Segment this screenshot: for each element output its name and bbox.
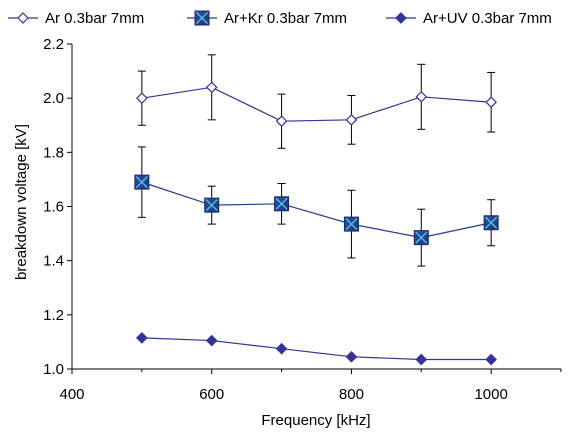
legend-marker	[395, 12, 407, 24]
data-point	[483, 215, 499, 231]
cross-stroke	[485, 216, 498, 229]
legend: Ar 0.3bar 7mm Ar+Kr 0.3bar 7mm Ar+UV 0.3ba…	[8, 10, 552, 27]
series-line	[141, 86, 492, 122]
markers	[134, 81, 499, 366]
legend-marker	[17, 12, 29, 24]
data-point	[415, 353, 428, 366]
y-tick-label: 1.4	[43, 253, 64, 270]
data-point	[485, 353, 497, 366]
data-point	[275, 342, 288, 355]
cross-stroke	[196, 12, 208, 24]
error-bars	[137, 54, 496, 267]
y-tick-label: 1.0	[43, 361, 64, 378]
data-point	[205, 81, 218, 94]
data-point	[415, 90, 428, 103]
legend-item: Ar+Kr 0.3bar 7mm	[187, 10, 347, 27]
y-tick-label: 2.0	[43, 90, 64, 107]
y-axis-label: breakdown voltage [kV]	[13, 124, 30, 280]
data-point	[413, 230, 429, 246]
cross-stroke	[275, 197, 288, 210]
axes: 1.0 1.2 1.4 1.6 1.8 2.0 2.2 400 600 800 1000	[43, 36, 562, 403]
x-tick-label: 800	[339, 386, 364, 403]
y-tick-label: 1.6	[43, 199, 64, 216]
legend-item: Ar+UV 0.3bar 7mm	[386, 10, 552, 27]
y-tick-label: 2.2	[43, 36, 64, 53]
series-line	[141, 181, 492, 239]
series-lines	[141, 86, 492, 361]
data-point	[275, 115, 288, 128]
data-point	[274, 196, 290, 212]
series-line	[141, 337, 492, 361]
cross-stroke	[205, 199, 218, 212]
data-point	[345, 350, 358, 363]
cross-stroke	[345, 218, 358, 231]
data-point	[343, 216, 359, 232]
legend-label: Ar 0.3bar 7mm	[45, 10, 144, 27]
data-point	[134, 174, 150, 190]
x-tick-label: 400	[59, 386, 84, 403]
cross-stroke	[135, 176, 148, 189]
y-tick-label: 1.8	[43, 144, 64, 161]
data-point	[485, 96, 497, 109]
x-axis-label: Frequency [kHz]	[261, 412, 370, 429]
cross-stroke	[415, 231, 428, 244]
legend-item: Ar 0.3bar 7mm	[8, 10, 144, 27]
data-point	[204, 197, 220, 213]
y-tick-label: 1.2	[43, 307, 64, 324]
legend-marker	[194, 10, 210, 26]
data-point	[345, 113, 358, 126]
legend-label: Ar+Kr 0.3bar 7mm	[224, 10, 347, 27]
x-tick-label: 600	[199, 386, 224, 403]
data-point	[136, 92, 148, 105]
legend-label: Ar+UV 0.3bar 7mm	[423, 10, 552, 27]
data-point	[136, 332, 148, 344]
x-tick-label: 1000	[474, 386, 507, 403]
data-point	[205, 334, 218, 347]
